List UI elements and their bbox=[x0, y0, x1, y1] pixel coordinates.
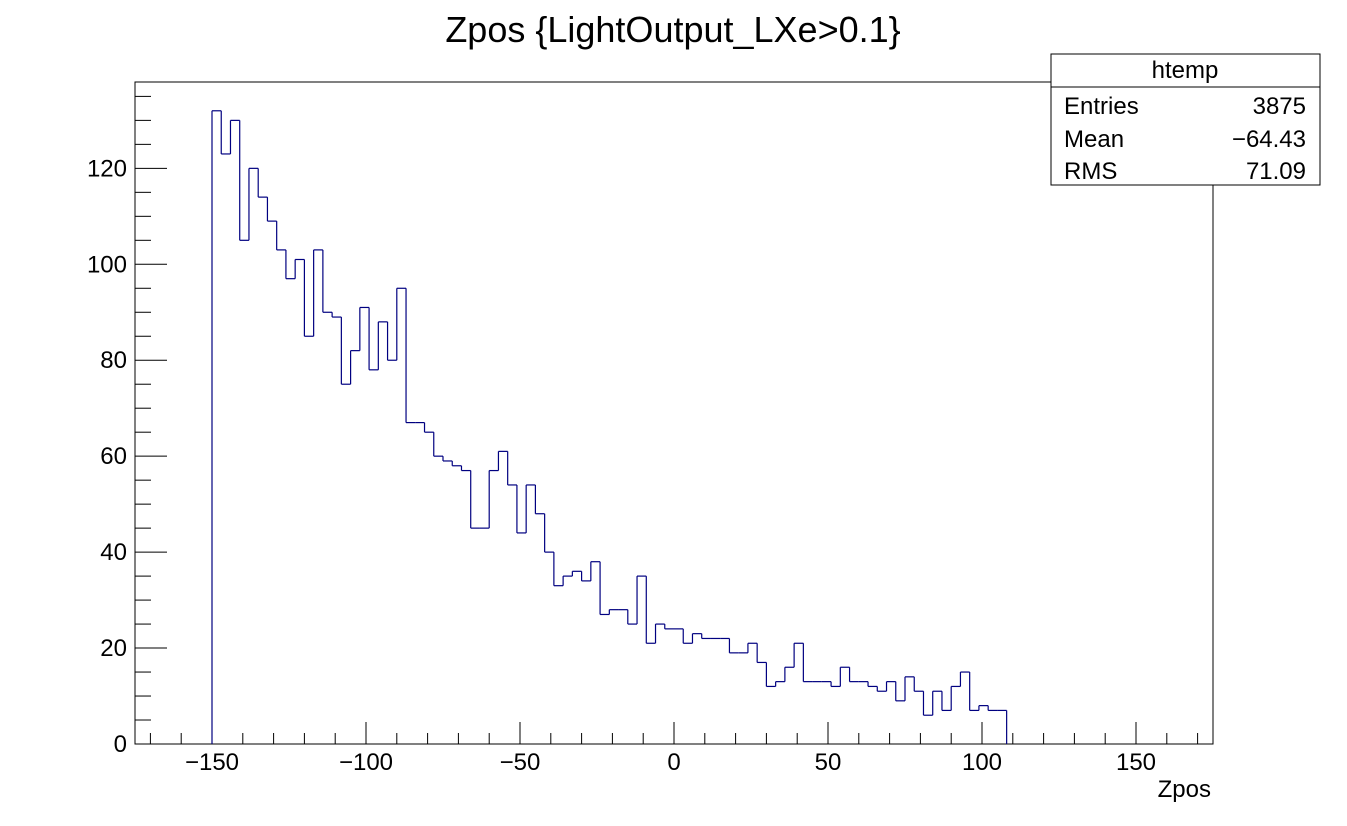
x-tick-label: −100 bbox=[339, 749, 393, 776]
stats-rms-value: 71.09 bbox=[1246, 158, 1306, 185]
x-tick-label: 100 bbox=[962, 749, 1002, 776]
y-tick-label: 80 bbox=[100, 347, 127, 374]
y-tick-label: 0 bbox=[114, 731, 127, 758]
stats-mean-value: −64.43 bbox=[1232, 126, 1306, 153]
x-axis-label: Zpos bbox=[1158, 776, 1211, 803]
x-tick-label: −150 bbox=[185, 749, 239, 776]
stats-mean-label: Mean bbox=[1064, 126, 1124, 153]
x-tick-label: 150 bbox=[1116, 749, 1156, 776]
stats-entries-label: Entries bbox=[1064, 93, 1139, 120]
y-tick-label: 20 bbox=[100, 635, 127, 662]
histogram-series bbox=[211, 110, 1008, 744]
stats-entries-value: 3875 bbox=[1253, 93, 1306, 120]
y-tick-label: 100 bbox=[87, 251, 127, 278]
y-tick-label: 40 bbox=[100, 539, 127, 566]
x-tick-label: 0 bbox=[667, 749, 680, 776]
x-tick-label: −50 bbox=[500, 749, 541, 776]
stats-box-name: htemp bbox=[1152, 57, 1219, 84]
y-tick-label: 60 bbox=[100, 443, 127, 470]
stats-box-frame bbox=[1050, 53, 1321, 186]
y-axis: 0 20 40 60 80 100 120 bbox=[87, 95, 167, 758]
chart-title: Zpos {LightOutput_LXe>0.1} bbox=[445, 9, 900, 50]
y-tick-label: 120 bbox=[87, 155, 127, 182]
x-tick-label: 50 bbox=[815, 749, 842, 776]
stats-box: htemp Entries 3875 Mean −64.43 RMS 71.09 bbox=[1050, 53, 1321, 186]
stats-rms-label: RMS bbox=[1064, 158, 1117, 185]
x-axis: −150 −100 −50 0 50 100 150 bbox=[149, 722, 1199, 776]
